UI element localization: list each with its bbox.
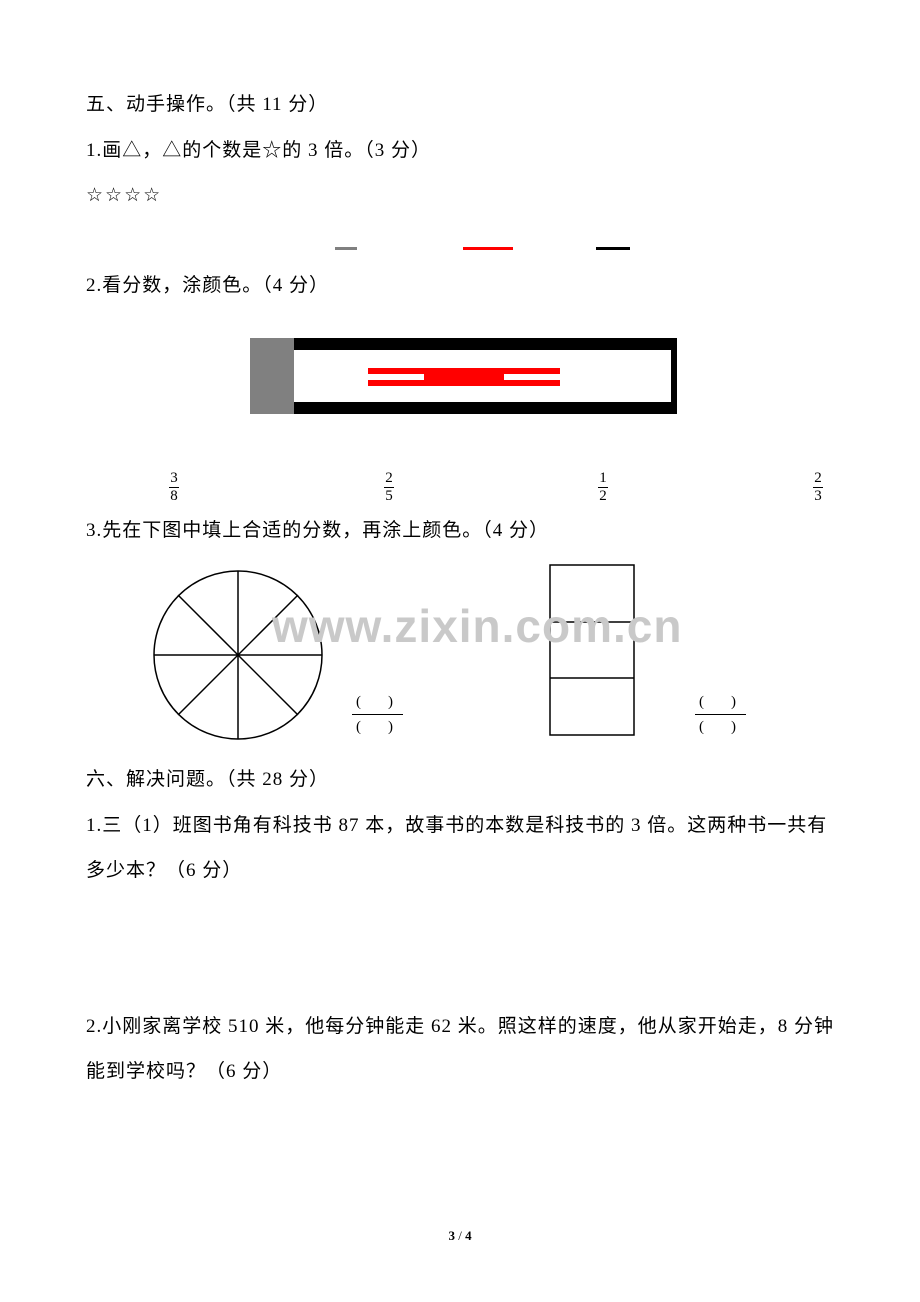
section6-heading: 六、解决问题。（共 28 分） bbox=[86, 757, 834, 803]
fraction-denominator: 2 bbox=[598, 488, 608, 505]
blank-top: ( ) bbox=[695, 690, 746, 715]
q6-1-text: 1.三（1）班图书角有科技书 87 本，故事书的本数是科技书的 3 倍。这两种书… bbox=[86, 803, 834, 894]
fraction-denominator: 8 bbox=[169, 488, 179, 505]
blank-bot: ( ) bbox=[695, 715, 746, 739]
fraction-color-box bbox=[250, 338, 677, 414]
q5-3-shapes-row: www.zixin.com.cn ( ) ( ) ( ) ( ) bbox=[86, 564, 834, 741]
fraction-numerator: 1 bbox=[598, 470, 608, 488]
red-bar bbox=[424, 372, 504, 384]
dash bbox=[463, 247, 513, 250]
page: 五、动手操作。（共 11 分） 1.画△，△的个数是☆的 3 倍。（3 分） ☆… bbox=[0, 0, 920, 1302]
circle-8-slice: www.zixin.com.cn bbox=[152, 569, 324, 741]
fractions-row: 38251223 bbox=[86, 470, 834, 504]
gray-strip bbox=[250, 338, 294, 414]
q5-2-text: 2.看分数，涂颜色。（4 分） bbox=[86, 263, 834, 309]
dash-row bbox=[86, 247, 834, 255]
fraction-numerator: 3 bbox=[169, 470, 179, 488]
fraction: 25 bbox=[381, 470, 397, 504]
dash bbox=[335, 247, 357, 250]
q5-1-text: 1.画△，△的个数是☆的 3 倍。（3 分） bbox=[86, 128, 834, 174]
fraction-numerator: 2 bbox=[813, 470, 823, 488]
fraction: 23 bbox=[810, 470, 826, 504]
blank-fraction-2: ( ) ( ) bbox=[695, 690, 746, 739]
fraction-denominator: 5 bbox=[384, 488, 394, 505]
dash bbox=[596, 247, 630, 250]
white-strip bbox=[294, 350, 671, 402]
fraction-denominator: 3 bbox=[813, 488, 823, 505]
fraction: 38 bbox=[166, 470, 182, 504]
q6-2-text: 2.小刚家离学校 510 米，他每分钟能走 62 米。照这样的速度，他从家开始走… bbox=[86, 1004, 834, 1095]
q5-3-text: 3.先在下图中填上合适的分数，再涂上颜色。（4 分） bbox=[86, 508, 834, 554]
page-total: 4 bbox=[465, 1228, 472, 1243]
page-number: 3 bbox=[448, 1228, 455, 1243]
page-footer: 3 / 4 bbox=[0, 1228, 920, 1244]
blank-bot: ( ) bbox=[352, 715, 403, 739]
fraction: 12 bbox=[595, 470, 611, 504]
blank-fraction-1: ( ) ( ) bbox=[352, 690, 403, 739]
q5-1-stars: ☆☆☆☆ bbox=[86, 173, 834, 219]
watermark: www.zixin.com.cn bbox=[272, 599, 682, 653]
blank-top: ( ) bbox=[352, 690, 403, 715]
section5-heading: 五、动手操作。（共 11 分） bbox=[86, 82, 834, 128]
fraction-numerator: 2 bbox=[384, 470, 394, 488]
